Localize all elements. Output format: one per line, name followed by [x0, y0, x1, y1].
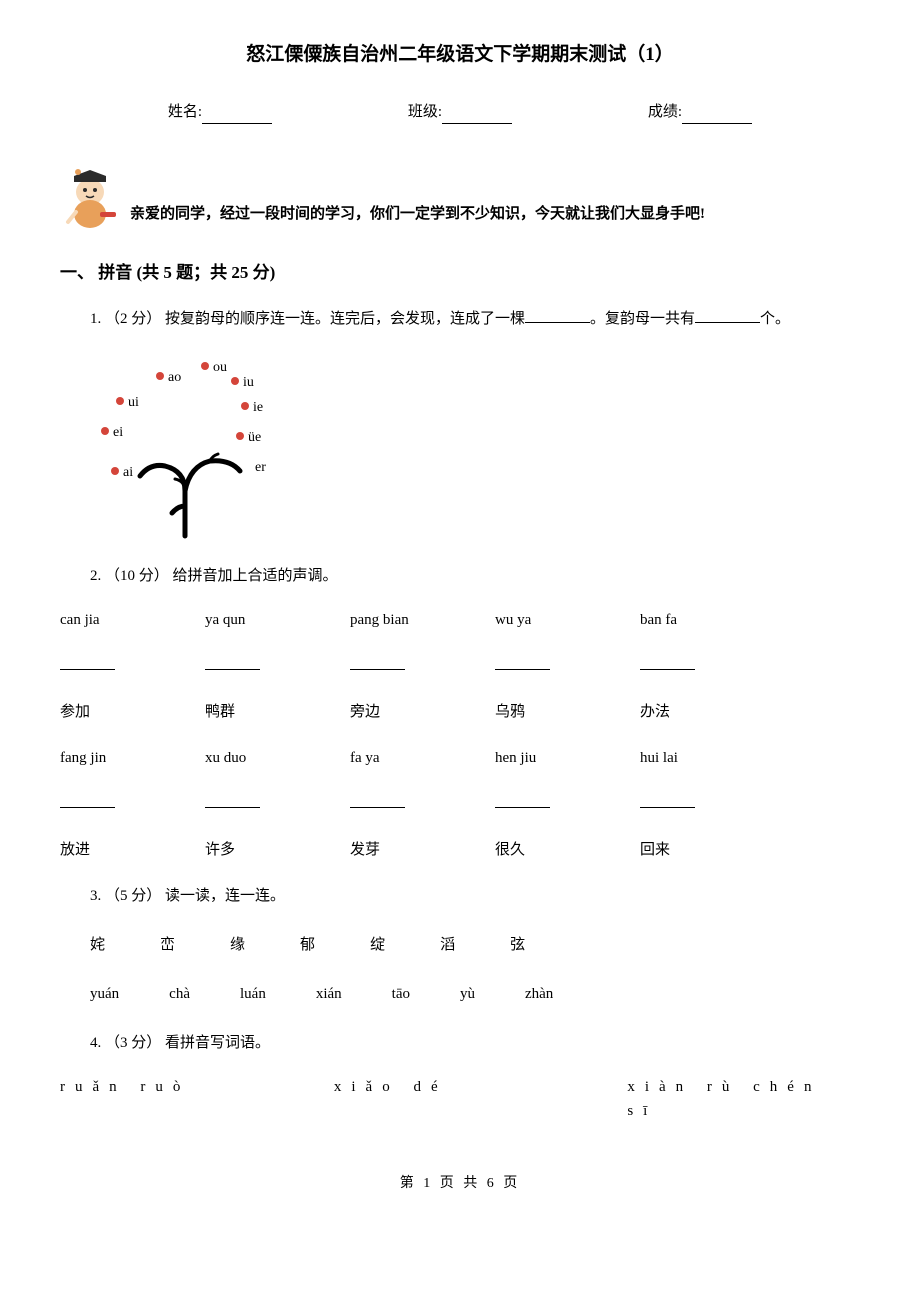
- name-blank[interactable]: [202, 106, 272, 124]
- page-footer: 第 1 页 共 6 页: [60, 1173, 860, 1195]
- q3-char: 缘: [230, 933, 245, 957]
- q3-char: 峦: [160, 933, 175, 957]
- student-avatar-icon: [60, 164, 120, 234]
- q2-cell: 办法: [640, 700, 785, 724]
- q2-cell: 参加: [60, 700, 205, 724]
- q4-group-3: xiàn rù chén sī: [627, 1075, 860, 1123]
- q3-pinyin: yù: [460, 982, 475, 1006]
- section-1-header: 一、 拼音 (共 5 题；共 25 分): [60, 259, 860, 286]
- node-ou: ou: [213, 360, 227, 375]
- q2-blank[interactable]: [205, 792, 260, 808]
- question-3: 3. （5 分） 读一读，连一连。: [60, 884, 860, 908]
- q3-char: 绽: [370, 933, 385, 957]
- exam-title: 怒江傈僳族自治州二年级语文下学期期末测试（1）: [60, 40, 860, 70]
- q2-cell: hui lai: [640, 746, 785, 770]
- class-field: 班级:: [408, 100, 512, 124]
- q3-char: 姹: [90, 933, 105, 957]
- q3-pinyin: yuán: [90, 982, 119, 1006]
- q2-cell: wu ya: [495, 608, 640, 632]
- intro-row: 亲爱的同学，经过一段时间的学习，你们一定学到不少知识，今天就让我们大显身手吧!: [60, 164, 860, 234]
- score-field: 成绩:: [648, 100, 752, 124]
- q2-cell: can jia: [60, 608, 205, 632]
- q2-cell: hen jiu: [495, 746, 640, 770]
- q2-blank[interactable]: [350, 654, 405, 670]
- class-blank[interactable]: [442, 106, 512, 124]
- q3-pinyin-row: yuán chà luán xián tāo yù zhàn: [90, 982, 860, 1006]
- q3-pinyin: xián: [316, 982, 342, 1006]
- question-4: 4. （3 分） 看拼音写词语。: [60, 1031, 860, 1055]
- q2-table: can jia ya qun pang bian wu ya ban fa 参加…: [60, 608, 860, 862]
- q2-cell: ban fa: [640, 608, 785, 632]
- q2-blank[interactable]: [495, 654, 550, 670]
- q2-cell: 鸭群: [205, 700, 350, 724]
- q3-pinyin: luán: [240, 982, 266, 1006]
- q4-group-1: ruǎn ruò: [60, 1075, 334, 1123]
- q4-pinyin-row: ruǎn ruò xiǎo dé xiàn rù chén sī: [60, 1075, 860, 1123]
- q2-cell: 旁边: [350, 700, 495, 724]
- name-field: 姓名:: [168, 100, 272, 124]
- question-1: 1. （2 分） 按复韵母的顺序连一连。连完后，会发现，连成了一棵 。复韵母一共有…: [60, 307, 860, 331]
- q3-chars-row: 姹 峦 缘 郁 绽 滔 弦: [90, 933, 860, 957]
- q3-pinyin: tāo: [392, 982, 410, 1006]
- q2-cell: pang bian: [350, 608, 495, 632]
- q2-row1-blanks: [60, 654, 860, 678]
- q2-cell: ya qun: [205, 608, 350, 632]
- node-ui: ui: [128, 395, 139, 410]
- q3-pinyin: zhàn: [525, 982, 553, 1006]
- q2-row1-chars: 参加 鸭群 旁边 乌鸦 办法: [60, 700, 860, 724]
- node-ao: ao: [168, 370, 181, 385]
- q2-cell: 许多: [205, 838, 350, 862]
- q2-blank[interactable]: [60, 792, 115, 808]
- q1-blank-2[interactable]: [695, 307, 760, 323]
- q3-char: 弦: [510, 933, 525, 957]
- q2-blank[interactable]: [495, 792, 550, 808]
- node-er: er: [255, 460, 266, 475]
- intro-text: 亲爱的同学，经过一段时间的学习，你们一定学到不少知识，今天就让我们大显身手吧!: [130, 202, 705, 234]
- q2-cell: 发芽: [350, 838, 495, 862]
- q2-row2-blanks: [60, 792, 860, 816]
- node-ai: ai: [123, 465, 133, 480]
- q3-char: 郁: [300, 933, 315, 957]
- name-label: 姓名:: [168, 104, 202, 120]
- q2-cell: 乌鸦: [495, 700, 640, 724]
- question-2: 2. （10 分） 给拼音加上合适的声调。: [60, 564, 860, 588]
- q2-cell: fa ya: [350, 746, 495, 770]
- q2-row2-chars: 放进 许多 发芽 很久 回来: [60, 838, 860, 862]
- q2-cell: 很久: [495, 838, 640, 862]
- score-blank[interactable]: [682, 106, 752, 124]
- node-iu: iu: [243, 375, 254, 390]
- q2-row1-pinyin: can jia ya qun pang bian wu ya ban fa: [60, 608, 860, 632]
- q2-cell: xu duo: [205, 746, 350, 770]
- node-ie: ie: [253, 400, 263, 415]
- q1-text-end: 个。: [760, 311, 790, 327]
- q2-blank[interactable]: [205, 654, 260, 670]
- student-info-row: 姓名: 班级: 成绩:: [60, 100, 860, 124]
- class-label: 班级:: [408, 104, 442, 120]
- score-label: 成绩:: [648, 104, 682, 120]
- q3-char: 滔: [440, 933, 455, 957]
- q4-group-2: xiǎo dé: [334, 1075, 627, 1123]
- q3-pinyin: chà: [169, 982, 190, 1006]
- q2-blank[interactable]: [350, 792, 405, 808]
- q1-diagram: ao ou iu ui ie ei üe ai er: [90, 351, 860, 549]
- q1-text-prefix: 1. （2 分） 按复韵母的顺序连一连。连完后，会发现，连成了一棵: [90, 311, 525, 327]
- q2-cell: 放进: [60, 838, 205, 862]
- q1-text-suffix: 。复韵母一共有: [590, 311, 695, 327]
- q2-cell: 回来: [640, 838, 785, 862]
- node-ue: üe: [248, 430, 261, 445]
- q2-blank[interactable]: [640, 792, 695, 808]
- q2-cell: fang jin: [60, 746, 205, 770]
- q1-blank-1[interactable]: [525, 307, 590, 323]
- q2-blank[interactable]: [60, 654, 115, 670]
- q2-blank[interactable]: [640, 654, 695, 670]
- node-ei: ei: [113, 425, 123, 440]
- q2-row2-pinyin: fang jin xu duo fa ya hen jiu hui lai: [60, 746, 860, 770]
